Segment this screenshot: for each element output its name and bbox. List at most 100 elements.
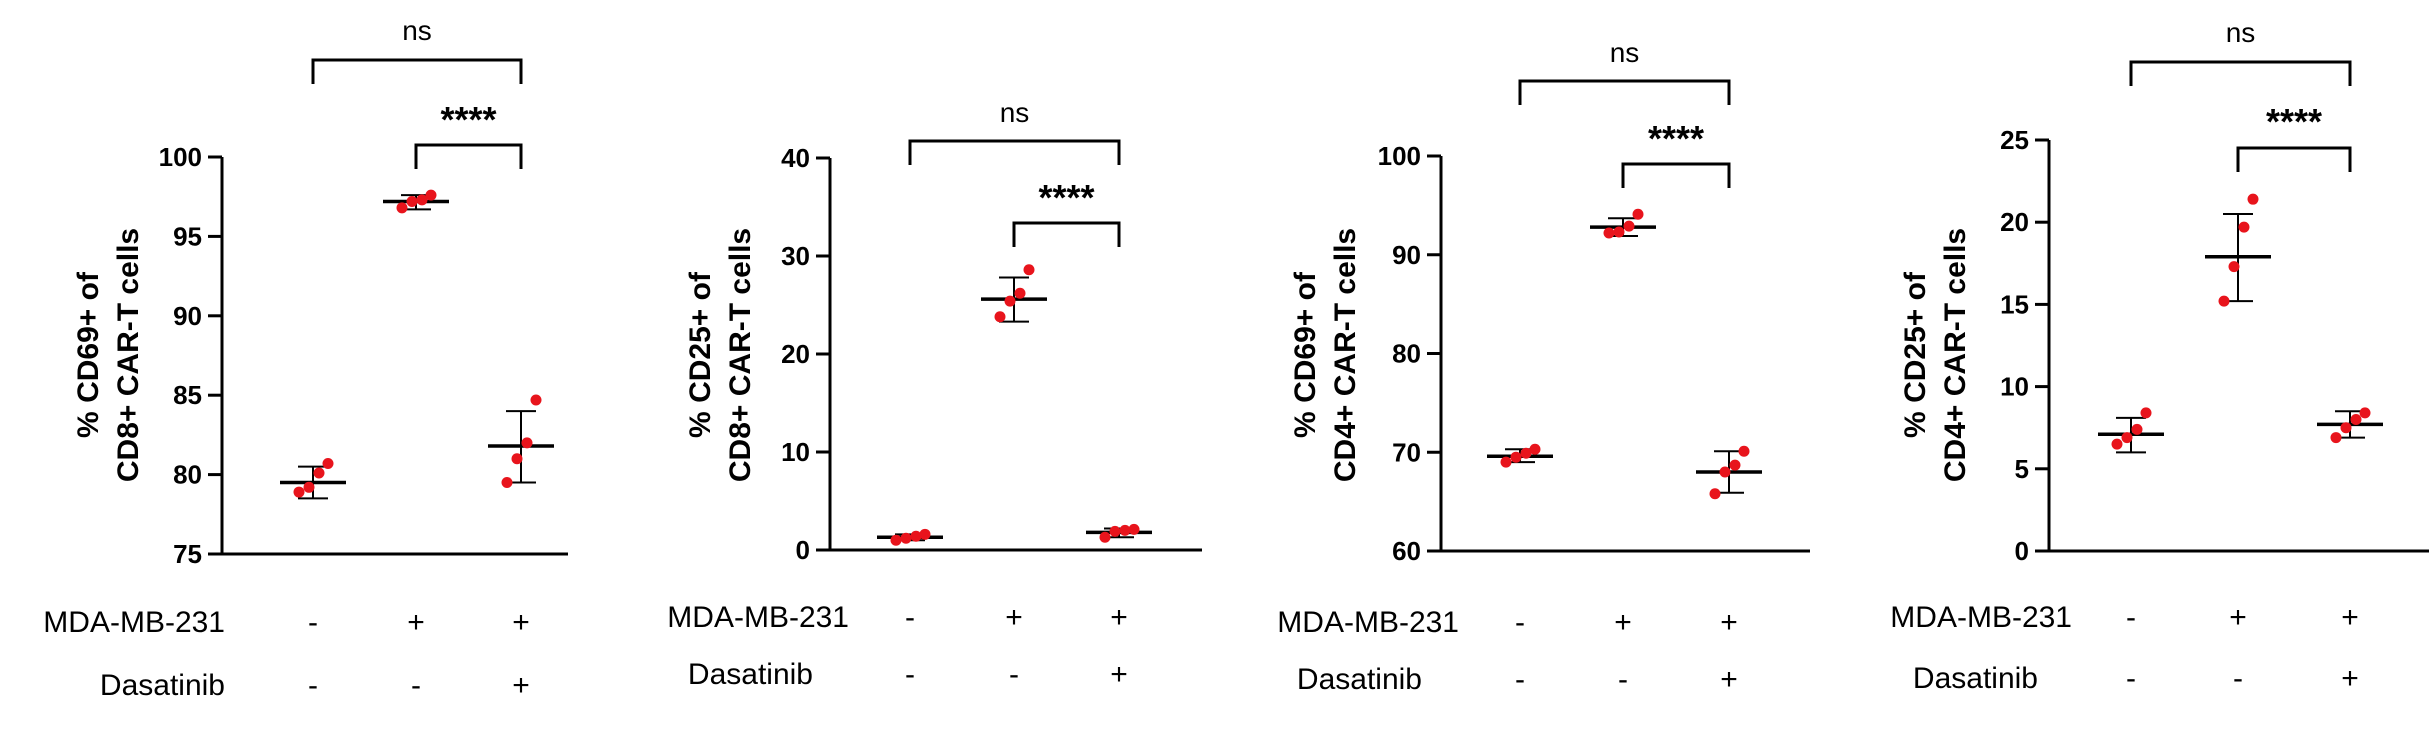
data-point — [1119, 524, 1131, 536]
data-point — [1632, 208, 1644, 220]
y-tick-label: 75 — [173, 539, 202, 569]
panel-2: 0 10 20 30 40 % CD25+ of CD8+ CAR-T cells ns ***… — [667, 97, 1202, 691]
condition-value: - — [1515, 663, 1525, 696]
data-point — [1004, 295, 1016, 307]
condition-value: + — [1720, 606, 1738, 639]
y-tick-label: 90 — [173, 301, 202, 331]
y-axis-label: % CD25+ of CD8+ CAR-T cells — [684, 228, 757, 482]
significance-label: ns — [1000, 97, 1030, 128]
condition-value: - — [2126, 662, 2136, 695]
data-point — [1709, 488, 1721, 500]
group-3 — [1086, 523, 1152, 543]
data-point — [416, 194, 428, 206]
condition-value: - — [1009, 658, 1019, 691]
significance-label: **** — [2266, 101, 2322, 142]
y-tick-label: 0 — [796, 535, 810, 565]
y-tick-label: 10 — [781, 437, 810, 467]
condition-value: - — [2126, 601, 2136, 634]
significance-label: **** — [440, 99, 496, 140]
condition-value: - — [905, 658, 915, 691]
significance-label: **** — [1648, 118, 1704, 159]
data-point — [2350, 413, 2362, 425]
data-point — [1529, 443, 1541, 455]
group-3 — [488, 394, 554, 489]
significance-bracket: ns — [1518, 37, 1731, 105]
y-tick-label: 85 — [173, 380, 202, 410]
data-point — [1623, 220, 1635, 232]
significance-bracket: **** — [414, 99, 523, 169]
data-point — [1729, 459, 1741, 471]
panel-4: 0 5 10 15 20 25 % CD25+ of CD4+ CAR-T cells ns **… — [1890, 17, 2429, 695]
data-point — [2218, 295, 2230, 307]
y-axis-label-line: CD8+ CAR-T cells — [112, 228, 145, 482]
data-point — [2111, 438, 2123, 450]
data-point — [530, 394, 542, 406]
bracket-line — [1012, 221, 1121, 247]
condition-label: MDA-MB-231 — [43, 606, 225, 639]
data-point — [1510, 451, 1522, 463]
condition-value: + — [2341, 662, 2359, 695]
data-point — [1128, 523, 1140, 535]
significance-bracket: ns — [908, 97, 1121, 165]
bracket-line — [1518, 79, 1731, 105]
y-axis-label: % CD25+ of CD4+ CAR-T cells — [1899, 228, 1972, 482]
data-point — [994, 311, 1006, 323]
condition-value: - — [2233, 662, 2243, 695]
significance-bracket: **** — [2236, 101, 2352, 172]
data-point — [900, 532, 912, 544]
data-point — [2247, 193, 2259, 205]
significance-bracket: ns — [2129, 17, 2352, 86]
data-point — [2359, 407, 2371, 419]
condition-label: Dasatinib — [1297, 663, 1422, 696]
condition-value: - — [905, 601, 915, 634]
y-axis-label-line: % CD69+ of — [1289, 271, 1322, 438]
bracket-line — [414, 143, 523, 169]
data-point — [1603, 227, 1615, 239]
panel-3: 60 70 80 90 100 % CD69+ of CD4+ CAR-T cells ns *… — [1277, 37, 1810, 696]
data-point — [322, 457, 334, 469]
y-axis-label: % CD69+ of CD4+ CAR-T cells — [1289, 228, 1362, 482]
significance-bracket: **** — [1012, 177, 1121, 247]
condition-value: + — [1110, 658, 1128, 691]
data-point — [2330, 432, 2342, 444]
condition-value: - — [1618, 663, 1628, 696]
y-axis-label-line: % CD25+ of — [1899, 271, 1932, 438]
y-tick-label: 80 — [1392, 339, 1421, 369]
panel-1: 75 80 85 90 95 100 % CD69+ of CD8+ CAR-T cells n… — [43, 15, 568, 702]
condition-label: MDA-MB-231 — [667, 601, 849, 634]
condition-row-2: Dasatinib - - + — [1297, 663, 1738, 696]
group-2 — [981, 264, 1047, 323]
y-tick-label: 60 — [1392, 536, 1421, 566]
data-point — [890, 534, 902, 546]
data-point — [313, 467, 325, 479]
group-3 — [2317, 407, 2383, 444]
condition-label: Dasatinib — [1913, 662, 2038, 695]
y-tick-label: 100 — [1378, 141, 1421, 171]
significance-bracket: ns — [311, 15, 523, 84]
condition-value: + — [1720, 663, 1738, 696]
condition-row-1: MDA-MB-231 - + + — [667, 601, 1127, 634]
y-tick-label: 90 — [1392, 240, 1421, 270]
bracket-line — [311, 58, 523, 84]
y-axis-label: % CD69+ of CD8+ CAR-T cells — [72, 228, 145, 482]
condition-row-1: MDA-MB-231 - + + — [43, 606, 529, 639]
significance-label: ns — [402, 15, 432, 46]
condition-label: Dasatinib — [100, 669, 225, 702]
condition-value: - — [308, 669, 318, 702]
data-point — [1099, 531, 1111, 543]
data-point — [2228, 261, 2240, 273]
condition-value: + — [2229, 601, 2247, 634]
condition-value: - — [308, 606, 318, 639]
y-axis-label-line: CD4+ CAR-T cells — [1939, 228, 1972, 482]
condition-label: MDA-MB-231 — [1890, 601, 2072, 634]
y-axis-label-line: % CD25+ of — [684, 271, 717, 438]
y-tick-label: 80 — [173, 460, 202, 490]
y-tick-label: 40 — [781, 143, 810, 173]
y-tick-label: 30 — [781, 241, 810, 271]
y-tick-label: 20 — [781, 339, 810, 369]
data-point — [919, 528, 931, 540]
group-1 — [877, 528, 943, 546]
condition-value: + — [512, 606, 530, 639]
significance-label: **** — [1038, 177, 1094, 218]
